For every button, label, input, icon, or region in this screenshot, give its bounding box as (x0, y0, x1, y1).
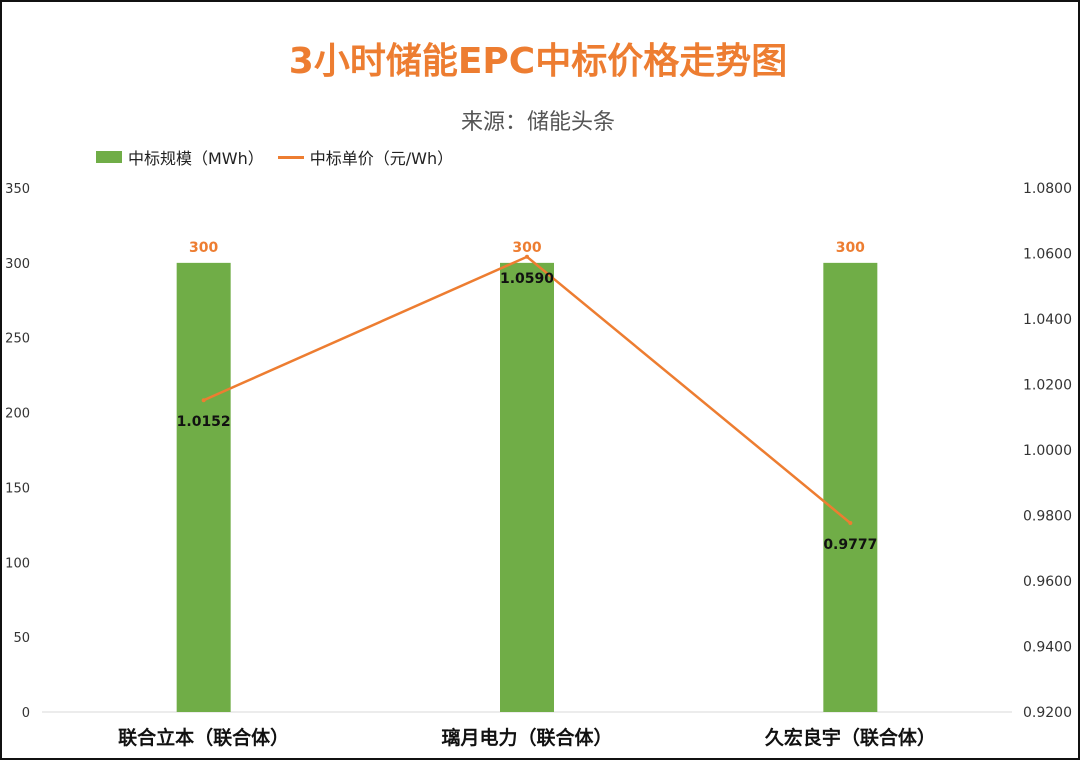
chart-title: 3小时储能EPC中标价格走势图 (288, 41, 788, 82)
y-right-tick-label: 0.9400 (1023, 640, 1072, 656)
legend-bar-swatch (96, 151, 122, 163)
legend-item-bar: 中标规模（MWh） (96, 145, 264, 169)
line-data-label: 1.0590 (500, 271, 554, 287)
y-right-tick-label: 0.9200 (1023, 705, 1072, 721)
bar (823, 262, 878, 712)
legend-item-line: 中标单价（元/Wh） (277, 145, 454, 169)
y-left-tick-label: 0 (22, 706, 30, 721)
bar (500, 262, 554, 712)
chart-subtitle: 来源：储能头条 (460, 110, 615, 135)
y-right-tick-label: 1.0600 (1023, 247, 1072, 263)
bar (176, 262, 231, 712)
y-left-tick-label: 150 (5, 481, 30, 496)
bar-data-label: 300 (836, 240, 865, 256)
line-data-label: 0.9777 (823, 537, 877, 553)
y-left-tick-label: 350 (5, 182, 30, 197)
y-right-tick-label: 0.9800 (1023, 509, 1072, 525)
y-right-tick-label: 1.0000 (1023, 443, 1072, 459)
line-data-label: 1.0152 (177, 414, 231, 430)
x-tick-label: 联合立本（联合体） (118, 726, 289, 749)
y-left-tick-label: 100 (5, 556, 30, 571)
y-left-tick-label: 50 (13, 631, 30, 646)
price-point (848, 521, 853, 526)
bar-data-label: 300 (189, 240, 218, 256)
y-right-tick-label: 1.0800 (1023, 181, 1072, 197)
y-right-tick-label: 0.9600 (1023, 574, 1072, 590)
legend-bar-label: 中标规模（MWh） (128, 149, 264, 168)
legend-line-label: 中标单价（元/Wh） (309, 149, 454, 168)
y-left-tick-label: 250 (5, 332, 30, 347)
y-right-tick-label: 1.0200 (1023, 378, 1072, 394)
legend: 中标规模（MWh） 中标单价（元/Wh） (96, 146, 453, 168)
bar-data-label: 300 (512, 240, 541, 256)
price-point (201, 398, 206, 403)
y-left-tick-label: 300 (5, 257, 30, 272)
y-right-tick-label: 1.0400 (1023, 312, 1072, 328)
x-tick-label: 久宏良宇（联合体） (765, 726, 936, 749)
legend-line-swatch (277, 155, 304, 159)
price-point (525, 254, 529, 259)
x-tick-label: 璃月电力（联合体） (441, 726, 612, 749)
y-left-tick-label: 200 (5, 407, 30, 422)
